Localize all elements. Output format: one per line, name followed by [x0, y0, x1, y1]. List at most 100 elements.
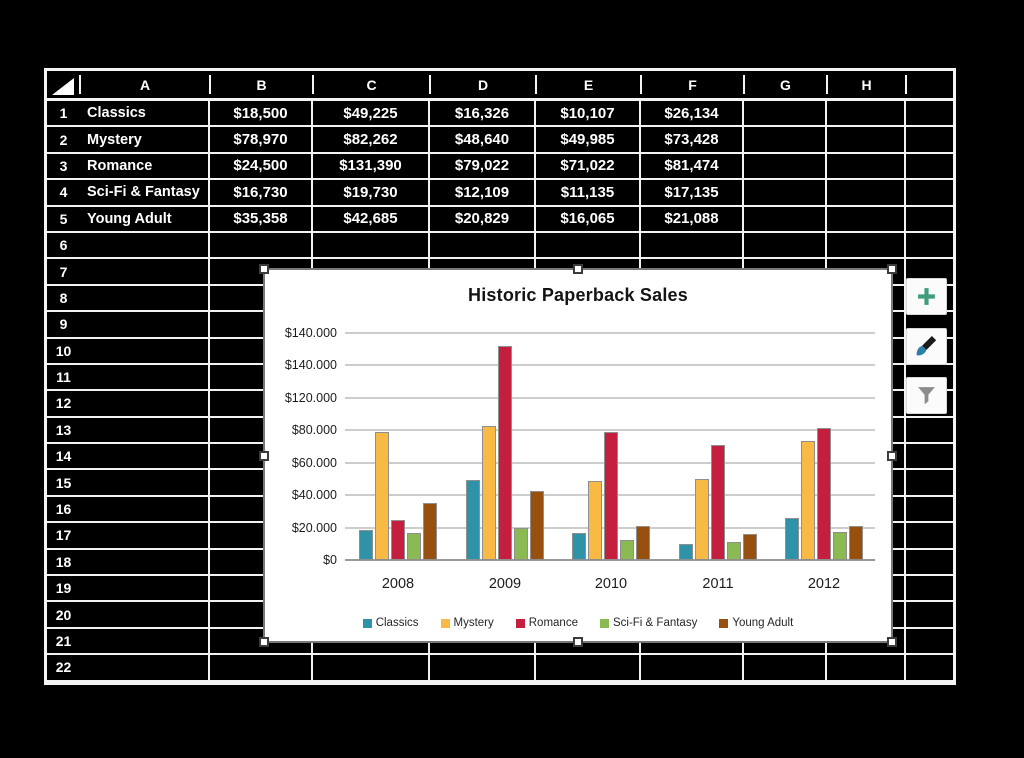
- cell-F1[interactable]: $26,134: [641, 101, 744, 126]
- cell-H12[interactable]: [827, 391, 906, 416]
- cell-H5[interactable]: [827, 206, 906, 231]
- cell-F5[interactable]: $21,088: [641, 206, 744, 231]
- cell-A6[interactable]: [80, 232, 210, 258]
- cell-extra-14[interactable]: [906, 444, 953, 468]
- bar-mystery-2009[interactable]: [482, 426, 496, 560]
- y-axis-label[interactable]: $40.000: [291, 488, 337, 502]
- bar-mystery-2008[interactable]: [375, 432, 389, 560]
- cell-A8[interactable]: [80, 285, 210, 311]
- y-axis-label[interactable]: $80.000: [291, 423, 337, 437]
- row-header-11[interactable]: 11: [56, 369, 71, 386]
- y-axis-label[interactable]: $140.000: [284, 325, 337, 340]
- x-axis-label-2009[interactable]: 2009: [488, 576, 522, 592]
- chart-resize-handle-top-left[interactable]: [259, 264, 269, 274]
- cell-A19[interactable]: [80, 576, 210, 601]
- cell-A11[interactable]: [80, 364, 210, 390]
- cell-extra-5[interactable]: [906, 207, 953, 231]
- cell-G22[interactable]: [744, 655, 827, 680]
- legend-item-sci-fi-fantasy[interactable]: Sci-Fi & Fantasy: [599, 617, 697, 629]
- cell-extra-2[interactable]: [906, 127, 953, 151]
- bar-sci-fi-fantasy-2010[interactable]: [620, 540, 634, 560]
- cell-H7[interactable]: [827, 259, 906, 284]
- cell-A16[interactable]: [80, 496, 210, 522]
- cell-extra-15[interactable]: [906, 470, 953, 494]
- bar-mystery-2011[interactable]: [695, 479, 709, 560]
- cell-G2[interactable]: [744, 127, 827, 152]
- cell-H6[interactable]: [827, 232, 906, 258]
- row-header-8[interactable]: 8: [59, 289, 68, 306]
- y-axis-label[interactable]: $0: [323, 553, 337, 567]
- cell-A17[interactable]: [80, 523, 210, 548]
- row-header-15[interactable]: 15: [55, 474, 72, 491]
- cell-H10[interactable]: [827, 338, 906, 363]
- bar-young-adult-2011[interactable]: [743, 534, 757, 560]
- cell-G1[interactable]: [744, 101, 827, 126]
- cell-B3[interactable]: $24,500: [210, 153, 313, 179]
- row-header-22[interactable]: 22: [55, 659, 72, 676]
- cell-D22[interactable]: [430, 655, 536, 680]
- cell-B2[interactable]: $78,970: [210, 127, 313, 152]
- bar-classics-2008[interactable]: [359, 530, 373, 560]
- bar-romance-2009[interactable]: [498, 346, 512, 560]
- cell-F3[interactable]: $81,474: [641, 153, 744, 179]
- bar-romance-2010[interactable]: [604, 432, 618, 560]
- row-header-3[interactable]: 3: [59, 157, 68, 174]
- bar-romance-2011[interactable]: [711, 445, 725, 560]
- cell-B5[interactable]: $35,358: [210, 206, 313, 231]
- chart-styles-button[interactable]: [906, 328, 947, 365]
- y-axis-label[interactable]: $60.000: [291, 455, 337, 470]
- cell-H15[interactable]: [827, 470, 906, 495]
- cell-extra-21[interactable]: [906, 629, 953, 653]
- row-header-21[interactable]: 21: [55, 633, 72, 649]
- cell-D3[interactable]: $79,022: [430, 153, 536, 179]
- chart-filters-button[interactable]: [906, 377, 947, 414]
- cell-A2[interactable]: Mystery: [80, 127, 210, 152]
- bar-sci-fi-fantasy-2009[interactable]: [514, 528, 528, 560]
- cell-C3[interactable]: $131,390: [313, 153, 430, 179]
- legend-item-classics[interactable]: Classics: [362, 617, 419, 629]
- row-header-14[interactable]: 14: [55, 448, 72, 465]
- chart-resize-handle-top-right[interactable]: [887, 264, 897, 274]
- cell-A1[interactable]: Classics: [80, 101, 210, 126]
- column-header-D[interactable]: D: [430, 71, 537, 98]
- chart-resize-handle-top-middle[interactable]: [573, 264, 583, 274]
- cell-H19[interactable]: [827, 576, 906, 601]
- row-header-2[interactable]: 2: [59, 131, 68, 148]
- cell-H14[interactable]: [827, 444, 906, 469]
- legend-item-young-adult[interactable]: Young Adult: [719, 617, 793, 629]
- cell-B4[interactable]: $16,730: [210, 180, 313, 205]
- cell-H13[interactable]: [827, 417, 906, 443]
- bar-romance-2008[interactable]: [391, 520, 405, 560]
- cell-H21[interactable]: [827, 628, 906, 654]
- cell-A10[interactable]: [80, 338, 210, 363]
- bar-young-adult-2008[interactable]: [423, 503, 437, 560]
- cell-A7[interactable]: [80, 259, 210, 284]
- row-header-17[interactable]: 17: [55, 527, 72, 544]
- cell-C22[interactable]: [313, 655, 430, 680]
- row-header-7[interactable]: 7: [59, 263, 68, 280]
- bar-sci-fi-fantasy-2008[interactable]: [407, 533, 421, 560]
- bar-sci-fi-fantasy-2012[interactable]: [833, 532, 847, 560]
- column-header-B[interactable]: B: [210, 71, 314, 98]
- column-header-G[interactable]: G: [744, 71, 828, 98]
- cell-G3[interactable]: [744, 153, 827, 179]
- cell-H17[interactable]: [827, 523, 906, 548]
- column-header-extra[interactable]: [906, 71, 953, 98]
- cell-extra-13[interactable]: [906, 418, 953, 442]
- cell-E6[interactable]: [536, 232, 641, 258]
- cell-extra-4[interactable]: [906, 180, 953, 204]
- cell-A21[interactable]: [80, 628, 210, 654]
- row-header-10[interactable]: 10: [55, 342, 72, 359]
- cell-G6[interactable]: [744, 232, 827, 258]
- bar-classics-2011[interactable]: [679, 544, 693, 560]
- cell-E22[interactable]: [536, 655, 641, 680]
- cell-G4[interactable]: [744, 180, 827, 205]
- row-header-20[interactable]: 20: [55, 606, 72, 623]
- cell-D5[interactable]: $20,829: [430, 206, 536, 231]
- cell-D1[interactable]: $16,326: [430, 101, 536, 126]
- x-axis-label-2011[interactable]: 2011: [702, 576, 734, 592]
- cell-E4[interactable]: $11,135: [536, 180, 641, 205]
- cell-E5[interactable]: $16,065: [536, 206, 641, 231]
- bar-mystery-2010[interactable]: [588, 481, 602, 560]
- cell-A9[interactable]: [80, 312, 210, 337]
